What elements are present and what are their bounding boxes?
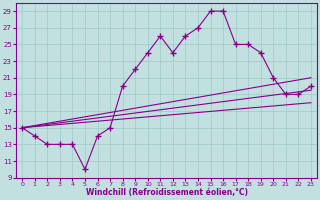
X-axis label: Windchill (Refroidissement éolien,°C): Windchill (Refroidissement éolien,°C)	[85, 188, 248, 197]
